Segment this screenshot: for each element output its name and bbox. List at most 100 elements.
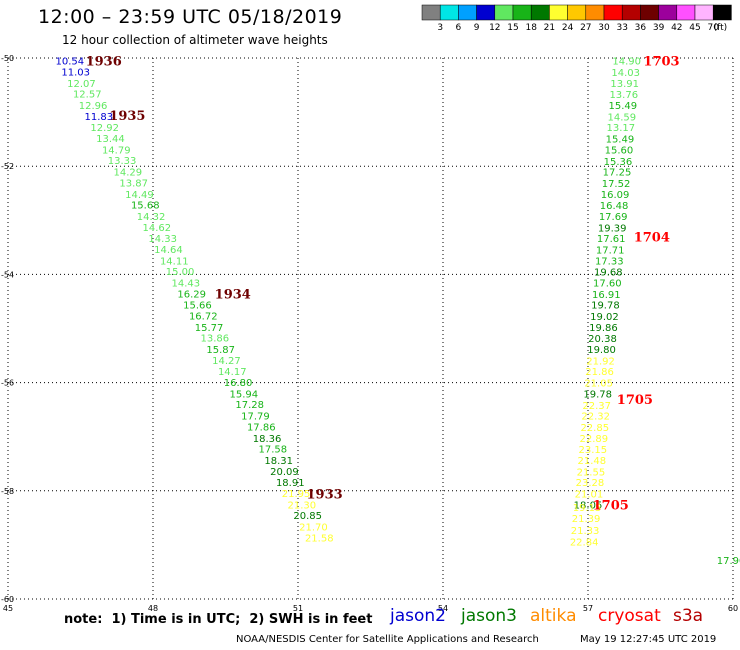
wave-height-label: 19.39 [598,223,627,234]
wave-height-label: 13.91 [610,79,639,90]
legend-tick-label: 39 [653,23,665,33]
wave-height-label: 15.68 [131,201,160,212]
wave-height-label: 17.28 [235,400,264,411]
wave-height-points: 10.5411.0312.0712.5712.9611.8312.9213.44… [56,57,740,567]
wave-height-label: 13.44 [96,134,125,145]
wave-height-label: 18.31 [264,456,293,467]
wave-height-label: 14.90 [612,57,641,68]
wave-height-label: 19.78 [583,389,612,400]
wave-height-label: 14.64 [154,245,183,256]
wave-height-label: 14.79 [102,145,131,156]
wave-height-label: 21.48 [578,456,607,467]
legend-tick-label: 24 [562,23,574,33]
satellite-label-cryosat: cryosat [598,606,661,626]
wave-height-label: 13.76 [609,90,638,101]
color-legend: 3 6 9 12 15 18 21 24 27 30 33 36 39 42 45 70 (ft) [0,0,740,40]
x-tick-label: 51 [293,604,303,613]
legend-tick-label: 33 [616,23,627,33]
wave-height-label: 18.05 [574,500,603,511]
legend-swatch [712,4,732,21]
wave-height-label: 17.61 [597,234,626,245]
wave-height-label: 12.57 [73,90,102,101]
wave-height-label: 17.52 [602,179,631,190]
wave-height-label: 22.84 [570,538,599,549]
wave-height-label: 21.30 [288,500,317,511]
wave-height-label: 18.91 [276,478,305,489]
wave-height-label: 16.91 [592,290,621,301]
wave-height-label: 14.29 [114,168,143,179]
units-note: note: 1) Time is in UTC; 2) SWH is in fe… [64,612,373,627]
pass-time-label: 1705 [593,498,629,513]
wave-height-label: 22.32 [581,412,610,423]
wave-height-label: 17.71 [596,246,625,257]
wave-height-label: 22.89 [579,434,608,445]
wave-height-label: 11.83 [85,112,114,123]
satellite-label-jason3: jason3 [461,606,517,626]
wave-height-label: 17.69 [599,212,628,223]
legend-tick-label: 42 [671,23,682,33]
x-tick-label: 57 [583,604,593,613]
grid-lines [7,57,734,600]
wave-height-label: 17.79 [241,412,270,423]
legend-unit: (ft) [714,23,728,33]
wave-height-label: 16.72 [189,312,218,323]
wave-height-label: 15.87 [206,345,235,356]
wave-height-label: 23.28 [576,478,605,489]
wave-height-label: 20.09 [270,467,299,478]
wave-height-label: 13.86 [201,334,230,345]
pass-time-label: 1936 [86,55,122,70]
legend-tick-label: 18 [525,23,537,33]
wave-height-label: 17.90 [717,556,740,567]
wave-height-label: 23.15 [579,445,608,456]
wave-height-label: 17.86 [247,422,276,433]
page-subtitle: 12 hour collection of altimeter wave hei… [62,33,328,47]
wave-height-label: 11.03 [61,68,90,79]
wave-height-label: 16.80 [224,378,253,389]
wave-height-label: 21.92 [586,356,615,367]
wave-height-label: 17.58 [259,445,288,456]
y-tick-label: -52 [1,162,14,171]
wave-height-label: 21.55 [577,467,606,478]
legend-tick-label: 45 [689,23,700,33]
wave-height-label: 19.80 [587,345,616,356]
wave-height-label: 15.49 [606,135,635,146]
wave-height-label: 10.54 [56,57,85,68]
y-tick-label: -56 [1,379,14,388]
wave-height-label: 14.59 [608,112,637,123]
x-tick-label: 48 [148,604,158,613]
legend-tick-label: 6 [456,23,462,33]
legend-tick-label: 36 [635,23,647,33]
wave-height-label: 18.36 [253,434,282,445]
wave-height-label: 13.17 [607,123,636,134]
legend-tick-label: 3 [437,23,443,33]
y-tick-label: -54 [1,270,14,279]
legend-tick-label: 15 [507,23,518,33]
pass-time-label: 1705 [617,393,653,408]
wave-height-label: 19.78 [591,301,620,312]
legend-colorbar: 3 6 9 12 15 18 21 24 27 30 33 36 39 42 45 70(ft) [421,4,732,33]
wave-height-label: 15.49 [608,101,637,112]
wave-height-label: 14.03 [611,68,640,79]
wave-height-label: 21.33 [571,526,600,537]
x-tick-label: 54 [438,604,448,613]
wave-height-label: 14.62 [143,223,172,234]
wave-height-label: 15.00 [166,267,195,278]
legend-tick-label: 70 [707,23,719,33]
wave-height-label: 22.85 [580,423,609,434]
wave-height-label: 21.05 [584,379,613,390]
satellite-label-altika: altika [530,606,577,626]
wave-height-label: 15.94 [230,389,259,400]
legend-tick-label: 12 [489,23,500,33]
wave-height-label: 19.86 [589,323,618,334]
pass-time-label: 1704 [634,231,670,246]
y-tick-label: -58 [1,487,14,496]
wave-height-label: 21.01 [575,490,604,501]
legend-tick-label: 27 [580,23,591,33]
legend-tick-label: 21 [544,23,555,33]
legend-tick-label: 9 [474,23,480,33]
wave-height-label: 14.11 [160,256,189,267]
page-title: 12:00 – 23:59 UTC 05/18/2019 [38,6,343,28]
pass-time-label: 1935 [109,109,145,124]
wave-height-label: 12.96 [79,101,108,112]
